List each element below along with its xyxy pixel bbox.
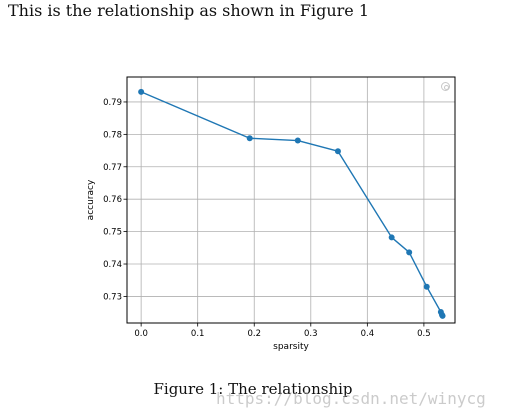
series-line-layer: [140, 91, 444, 317]
x-tick-label: 0.3: [304, 329, 318, 339]
y-tick-label: 0.79: [103, 98, 122, 108]
data-point: [138, 88, 145, 95]
watermark-text: https://blog.csdn.net/winycg: [216, 389, 486, 408]
y-tick-label: 0.76: [103, 195, 122, 205]
data-point: [388, 234, 395, 241]
x-tick-label: 0.0: [134, 329, 148, 339]
x-tick-label: 0.4: [361, 329, 375, 339]
data-point: [423, 283, 430, 290]
figure-caption: Figure 1: The relationship: [153, 380, 353, 398]
y-tick-label: 0.74: [103, 260, 122, 270]
data-point: [246, 135, 253, 142]
x-axis-label: sparsity: [273, 342, 309, 352]
y-tick-label: 0.77: [103, 163, 122, 173]
x-tick-label: 0.5: [417, 329, 431, 339]
data-point: [294, 137, 301, 144]
x-tick-label: 0.2: [247, 329, 261, 339]
data-point: [406, 249, 413, 256]
y-axis-label: accuracy: [86, 179, 96, 220]
data-point: [439, 312, 446, 319]
series-line: [140, 91, 444, 317]
x-axis-ticks: 0.0 0.1 0.2 0.3 0.4 0.5: [134, 323, 431, 339]
y-tick-label: 0.75: [103, 228, 122, 238]
y-tick-label: 0.78: [103, 130, 122, 140]
y-axis-ticks: 0.73 0.74 0.75 0.76 0.77 0.78 0.79: [103, 98, 127, 302]
y-tick-label: 0.73: [103, 292, 122, 302]
x-tick-label: 0.1: [191, 329, 205, 339]
plot-frame: [126, 76, 456, 324]
data-points: [138, 88, 446, 319]
grid-lines: [127, 77, 455, 323]
data-point: [334, 148, 341, 155]
copyright-icon: [441, 82, 450, 91]
intro-text: This is the relationship as shown in Fig…: [8, 1, 370, 20]
